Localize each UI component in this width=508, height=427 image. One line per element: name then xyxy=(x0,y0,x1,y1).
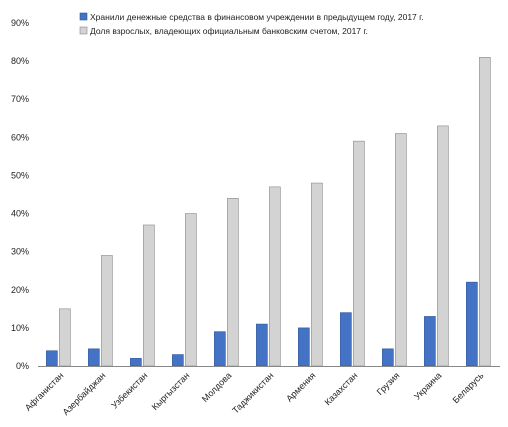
legend-label-series-1: Хранили денежные средства в финансовом у… xyxy=(90,12,424,22)
bar-series-2 xyxy=(101,255,113,367)
bar-series-1 xyxy=(298,327,310,367)
y-tick-label: 20% xyxy=(11,285,29,295)
x-tick-label: Армения xyxy=(284,370,317,403)
bar-series-2 xyxy=(353,140,365,367)
bar-series-1 xyxy=(214,331,226,367)
bar-series-2 xyxy=(395,133,407,367)
y-tick-label: 60% xyxy=(11,132,29,142)
y-tick-label: 30% xyxy=(11,247,29,257)
bar-series-2 xyxy=(479,56,491,367)
bar-series-2 xyxy=(143,224,155,367)
bar-series-2 xyxy=(227,198,239,367)
x-tick-label: Молдова xyxy=(200,370,234,404)
bar-series-2 xyxy=(185,213,197,367)
legend-swatch-series-1 xyxy=(79,12,88,21)
x-tick-label: Казахстан xyxy=(323,370,360,407)
x-tick-label: Таджикистан xyxy=(230,370,275,415)
x-tick-label: Грузия xyxy=(375,370,402,397)
bar-series-1 xyxy=(382,348,394,367)
bar-series-2 xyxy=(311,182,323,367)
y-tick-label: 50% xyxy=(11,170,29,180)
y-tick-label: 0% xyxy=(16,361,29,371)
x-tick-label: Узбекистан xyxy=(109,370,149,410)
y-tick-label: 40% xyxy=(11,209,29,219)
bar-series-1 xyxy=(172,354,184,367)
bar-series-2 xyxy=(59,308,71,367)
legend: Хранили денежные средства в финансовом у… xyxy=(79,12,424,36)
y-tick-label: 70% xyxy=(11,94,29,104)
bar-series-1 xyxy=(466,281,478,367)
legend-swatch-series-2 xyxy=(79,26,88,35)
x-tick-label: Кыргызстан xyxy=(150,370,192,412)
x-tick-label: Азербайджан xyxy=(61,370,108,417)
legend-label-series-2: Доля взрослых, владеющих официальным бан… xyxy=(90,26,368,36)
bar-series-1 xyxy=(130,358,142,367)
bar-series-1 xyxy=(340,312,352,367)
y-axis-ticks: 0% 10% 20% 30% 40% 50% 60% 70% 80% 90% xyxy=(11,18,29,371)
y-tick-label: 80% xyxy=(11,56,29,66)
x-tick-label: Афганистан xyxy=(23,370,66,413)
y-tick-label: 10% xyxy=(11,323,29,333)
bar-series-2 xyxy=(437,125,449,367)
x-tick-label: Украина xyxy=(412,370,443,401)
bar-series-1 xyxy=(256,323,268,367)
bar-series-1 xyxy=(46,350,58,367)
bars xyxy=(46,56,491,367)
bar-series-1 xyxy=(424,316,436,367)
y-tick-label: 90% xyxy=(11,18,29,28)
bar-series-1 xyxy=(88,348,100,367)
x-tick-label: Беларусь xyxy=(451,370,486,405)
bar-series-2 xyxy=(269,186,281,367)
